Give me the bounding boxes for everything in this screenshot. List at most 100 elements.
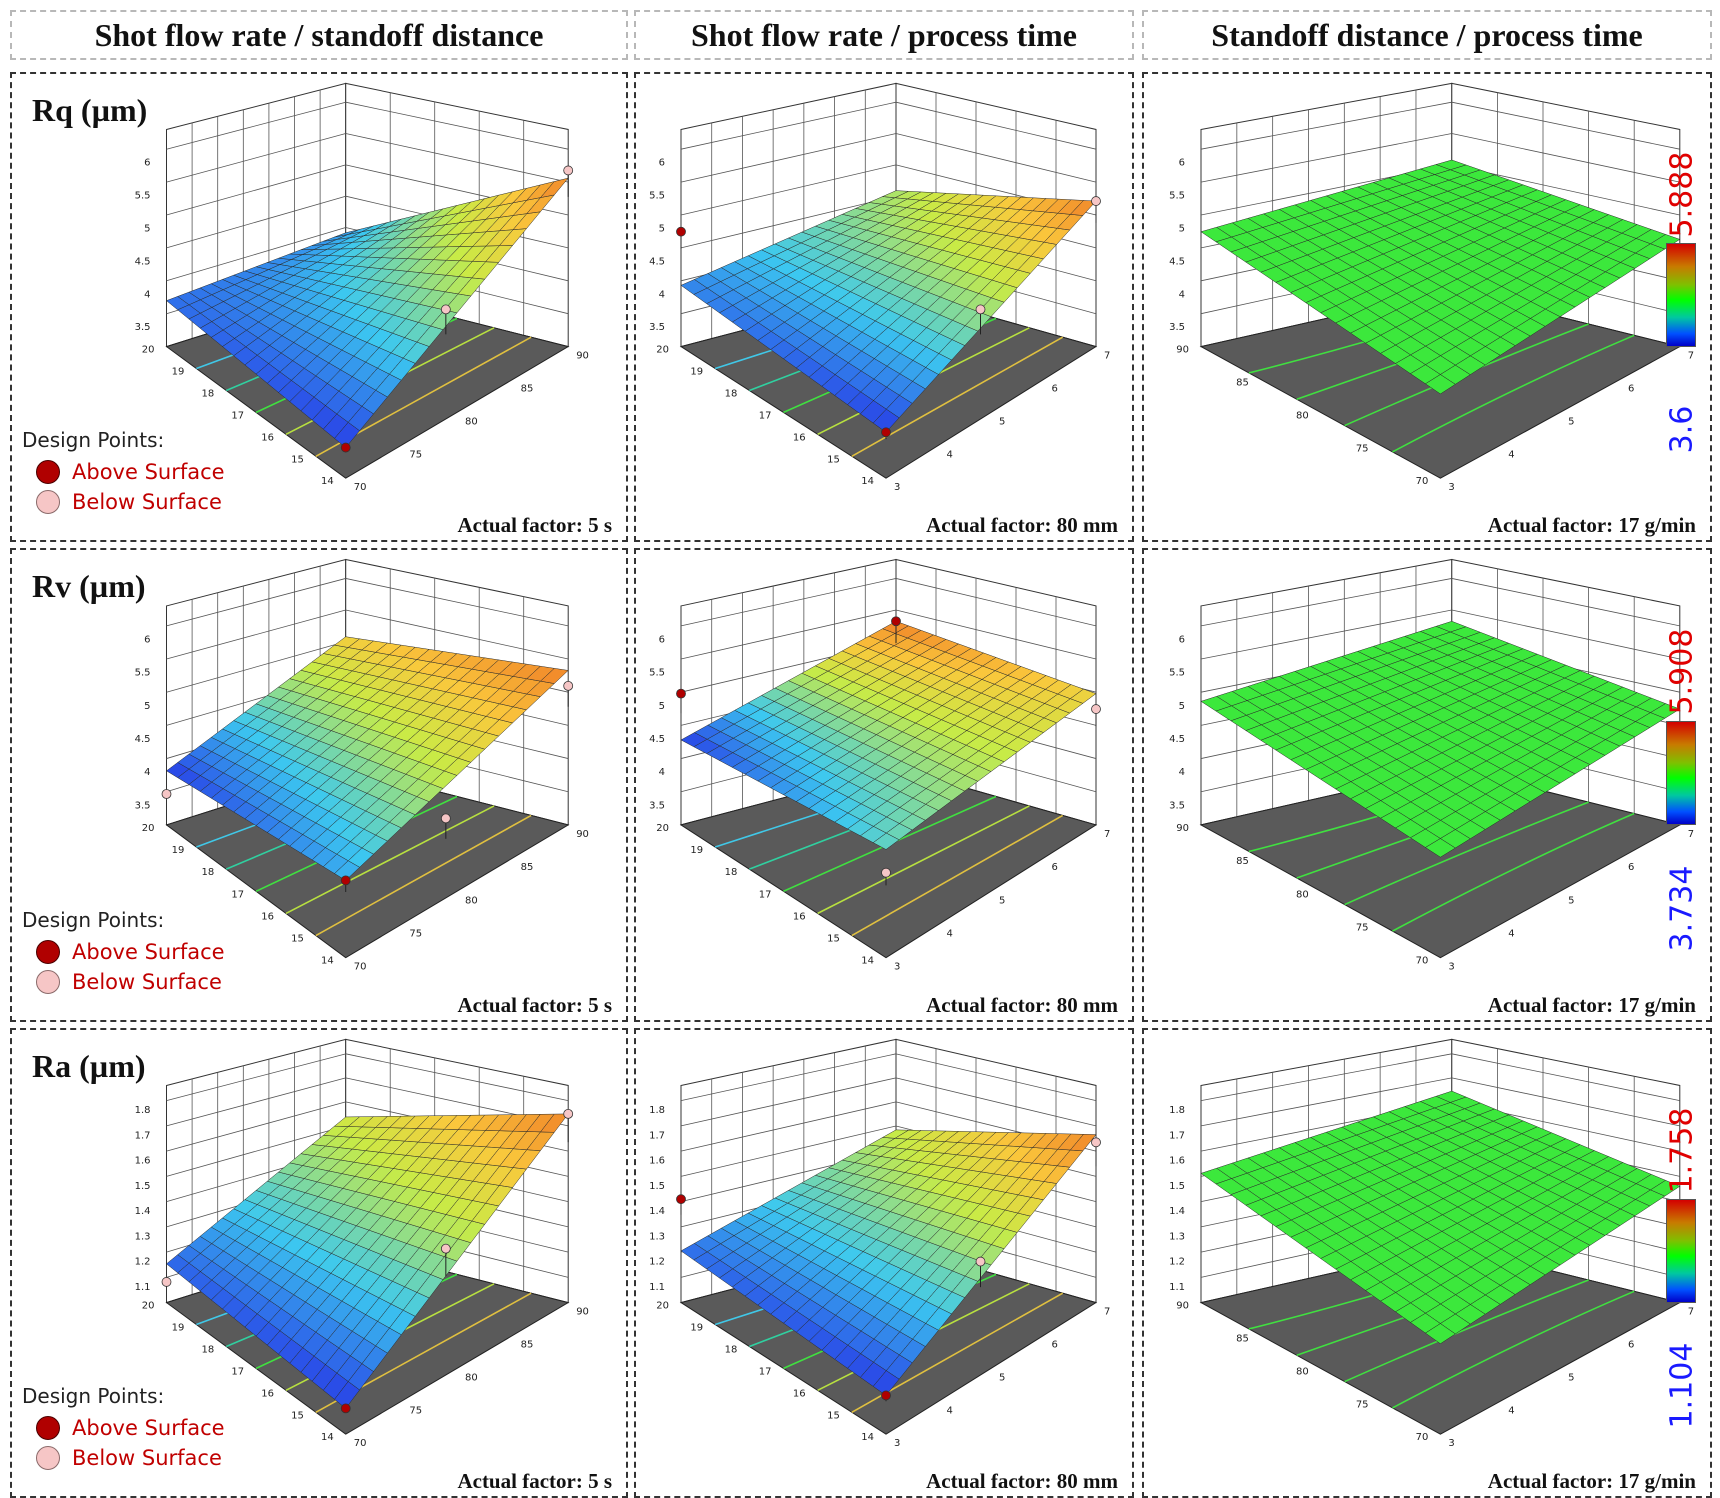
z-tick-label: 5.5: [1169, 191, 1185, 202]
z-tick-label: 6: [144, 158, 150, 169]
z-tick-label: 1.2: [649, 1257, 665, 1268]
y-tick-label: 5: [1568, 416, 1574, 427]
z-tick-label: 4: [1179, 289, 1185, 300]
design-points: [161, 1108, 574, 1414]
z-tick-label: 5.5: [649, 668, 665, 679]
x-tick-label: 14: [861, 1432, 874, 1443]
x-tick-label: 17: [759, 1366, 772, 1377]
z-tick-label: 5.5: [135, 191, 151, 202]
x-tick-label: 19: [690, 1323, 703, 1334]
x-tick-label: 16: [261, 911, 274, 922]
colorbar-min-label: 3.6: [1664, 406, 1700, 454]
x-tick-label: 18: [725, 1344, 738, 1355]
x-tick-label: 85: [1236, 378, 1249, 389]
x-tick-label: 20: [142, 345, 155, 356]
x-tick-label: 90: [1176, 345, 1189, 356]
x-tick-label: 20: [656, 1301, 669, 1312]
design-point-above: [340, 442, 351, 453]
y-tick-label: 4: [1508, 1405, 1514, 1416]
x-tick-label: 15: [291, 454, 304, 465]
z-tick-label: 6: [1179, 158, 1185, 169]
x-tick-label: 16: [261, 432, 274, 443]
z-tick-label: 5: [1179, 701, 1185, 712]
z-tick-label: 5: [144, 223, 150, 234]
z-tick-label: 3.5: [1169, 800, 1185, 811]
x-tick-label: 18: [725, 388, 738, 399]
y-tick-label: 4: [947, 928, 953, 939]
z-tick-label: 5: [659, 223, 665, 234]
design-point-below: [440, 813, 451, 824]
y-tick-label: 7: [1104, 829, 1110, 840]
design-point-below: [1091, 1137, 1101, 1148]
y-tick-label: 4: [947, 1405, 953, 1416]
design-point-above: [881, 427, 891, 438]
legend-title: Design Points:: [22, 908, 165, 932]
design-point-below: [161, 1277, 172, 1287]
z-tick-label: 4.5: [135, 734, 151, 745]
above-surface-marker: [36, 940, 60, 964]
z-tick-label: 6: [144, 634, 150, 645]
x-tick-label: 15: [827, 934, 840, 945]
colorbar: [1666, 243, 1696, 348]
panel-ra-2: 1.1 1.2 1.3 1.4 1.5 1.6 1.7 1.8 20 19 18 17 16 15 14 3 4…: [634, 1028, 1134, 1498]
x-tick-label: 19: [690, 367, 703, 378]
x-tick-label: 85: [1236, 1334, 1249, 1345]
panel-rq-1: 3.5 4 4.5 5 5.5 6 20 19 18 17 16 15 14 70 75 80 85 90 Rq (…: [10, 72, 628, 542]
x-tick-label: 14: [321, 476, 334, 487]
z-tick-label: 5.5: [135, 668, 151, 679]
z-tick-label: 4: [1179, 767, 1185, 778]
below-surface-marker: [36, 1446, 60, 1470]
tick-labels: 1.1 1.2 1.3 1.4 1.5 1.6 1.7 1.8 90 85 80 75 70 3 4 5 6 7: [1169, 1105, 1694, 1449]
tick-labels: 3.5 4 4.5 5 5.5 6 20 19 18 17 16 15 14 3 4 5 6 7: [649, 158, 1110, 494]
tick-labels: 1.1 1.2 1.3 1.4 1.5 1.6 1.7 1.8 20 19 18 17 16 15 14 3 4…: [649, 1105, 1110, 1449]
x-tick-label: 20: [142, 823, 155, 834]
design-points: [340, 165, 574, 453]
z-tick-label: 1.4: [649, 1206, 665, 1217]
column-header-2: Shot flow rate / process time: [634, 10, 1134, 60]
actual-factor-label: Actual factor: 17 g/min: [1487, 1469, 1696, 1493]
above-surface-marker: [36, 1416, 60, 1440]
x-tick-label: 17: [231, 410, 244, 421]
y-tick-label: 7: [1104, 351, 1110, 362]
design-points-legend: Design Points: Above Surface Below Surface: [22, 908, 225, 994]
legend-above: Above Surface: [36, 1416, 225, 1440]
colorbar-max-label: 5.908: [1664, 628, 1700, 715]
y-tick-label: 6: [1628, 384, 1634, 395]
x-tick-label: 85: [1236, 856, 1249, 867]
response-surface: [1200, 159, 1681, 395]
colorbar-max-label: 5.888: [1664, 151, 1700, 238]
design-point-below: [1091, 196, 1101, 206]
z-tick-label: 4: [144, 767, 150, 778]
design-points: [161, 680, 574, 892]
x-tick-label: 14: [861, 476, 874, 487]
z-tick-label: 4.5: [649, 256, 665, 267]
x-tick-label: 90: [1176, 823, 1189, 834]
panel-rv-2: 3.5 4 4.5 5 5.5 6 20 19 18 17 16 15 14 3 4 5 6 7 Actual fa…: [634, 548, 1134, 1022]
design-points-legend: Design Points: Above Surface Below Surface: [22, 1384, 225, 1470]
x-tick-label: 20: [656, 823, 669, 834]
colorbar-max-label: 1.758: [1664, 1107, 1700, 1194]
column-header-3: Standoff distance / process time: [1142, 10, 1712, 60]
panel-ra-1: 1.1 1.2 1.3 1.4 1.5 1.6 1.7 1.8 20 19 18 17 16 15 14 70…: [10, 1028, 628, 1498]
z-tick-label: 6: [659, 634, 665, 645]
z-tick-label: 1.8: [649, 1105, 665, 1116]
row-label: Rv (µm): [32, 568, 146, 604]
surface-plot: 3.5 4 4.5 5 5.5 6 90 85 80 75 70 3 4 5 6 7: [1169, 558, 1694, 973]
z-tick-label: 1.1: [649, 1282, 665, 1293]
z-tick-label: 1.7: [649, 1130, 665, 1141]
x-tick-label: 17: [231, 1366, 244, 1377]
surface-plot: 3.5 4 4.5 5 5.5 6 20 19 18 17 16 15 14 3 4 5 6 7: [649, 82, 1110, 494]
y-tick-label: 6: [1628, 1340, 1634, 1351]
z-tick-label: 4.5: [649, 734, 665, 745]
x-tick-label: 18: [725, 867, 738, 878]
legend-above: Above Surface: [36, 940, 225, 964]
colorbar-min-label: 1.104: [1664, 1342, 1700, 1429]
panel-rq-2: 3.5 4 4.5 5 5.5 6 20 19 18 17 16 15 14 3 4 5 6 7 Actual fa…: [634, 72, 1134, 542]
x-tick-label: 17: [231, 889, 244, 900]
x-tick-label: 70: [1416, 1432, 1429, 1443]
legend-below-label: Below Surface: [72, 970, 222, 994]
z-tick-label: 1.5: [1169, 1181, 1185, 1192]
legend-above-label: Above Surface: [72, 1416, 225, 1440]
y-tick-label: 3: [894, 962, 900, 973]
y-tick-label: 4: [1508, 928, 1514, 939]
